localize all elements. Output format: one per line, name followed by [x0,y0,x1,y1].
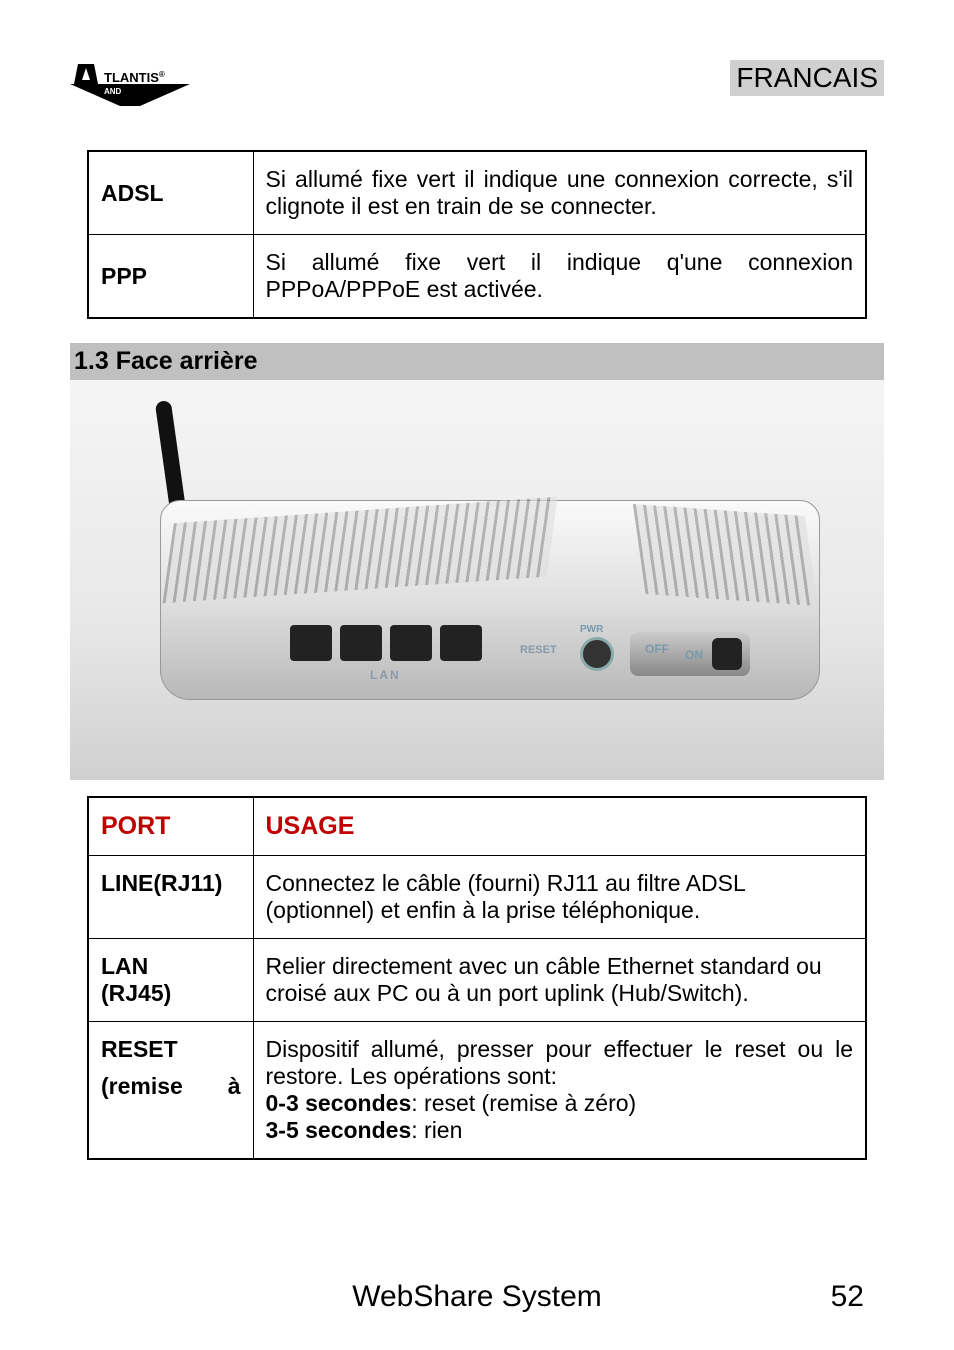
language-badge: FRANCAIS [730,60,884,96]
port-reset: RESET (remise à [88,1022,253,1160]
table-header-row: PORT USAGE [88,797,866,856]
svg-text:TLANTIS®: TLANTIS® [104,70,165,85]
label-reset: RESET [520,644,557,656]
led-ppp-label: PPP [88,235,253,319]
table-row: ADSL Si allumé fixe vert il indique une … [88,151,866,235]
router-lan-ports [290,625,482,661]
label-off: OFF [645,642,669,656]
led-adsl-label: ADSL [88,151,253,235]
label-on: ON [685,648,703,662]
usage-lan-rj45: Relier directement avec un câble Etherne… [253,939,866,1022]
led-table: ADSL Si allumé fixe vert il indique une … [87,150,867,319]
router-vents [633,504,817,606]
table-row: PPP Si allumé fixe vert il indique q'une… [88,235,866,319]
header-usage: USAGE [253,797,866,856]
led-ppp-desc: Si allumé fixe vert il indique q'une con… [253,235,866,319]
port-line-rj11: LINE(RJ11) [88,856,253,939]
table-row: RESET (remise à Dispositif allumé, press… [88,1022,866,1160]
router-rear-image: LAN RESET PWR OFF ON [70,380,884,780]
power-jack [580,637,614,671]
header-port: PORT [88,797,253,856]
atlantis-logo: TLANTIS® AND [70,60,190,120]
led-adsl-desc: Si allumé fixe vert il indique une conne… [253,151,866,235]
usage-line-rj11: Connectez le câble (fourni) RJ11 au filt… [253,856,866,939]
page-header: TLANTIS® AND FRANCAIS [70,60,884,120]
footer-page-number: 52 [831,1280,864,1314]
label-pwr: PWR [580,624,603,635]
usage-reset: Dispositif allumé, presser pour effectue… [253,1022,866,1160]
label-lan: LAN [370,668,401,682]
table-row: LINE(RJ11) Connectez le câble (fourni) R… [88,856,866,939]
footer-title: WebShare System [0,1280,954,1314]
port-lan-rj45: LAN (RJ45) [88,939,253,1022]
section-heading: 1.3 Face arrière [70,343,884,380]
svg-text:AND: AND [104,87,122,96]
port-usage-table: PORT USAGE LINE(RJ11) Connectez le câble… [87,796,867,1160]
table-row: LAN (RJ45) Relier directement avec un câ… [88,939,866,1022]
